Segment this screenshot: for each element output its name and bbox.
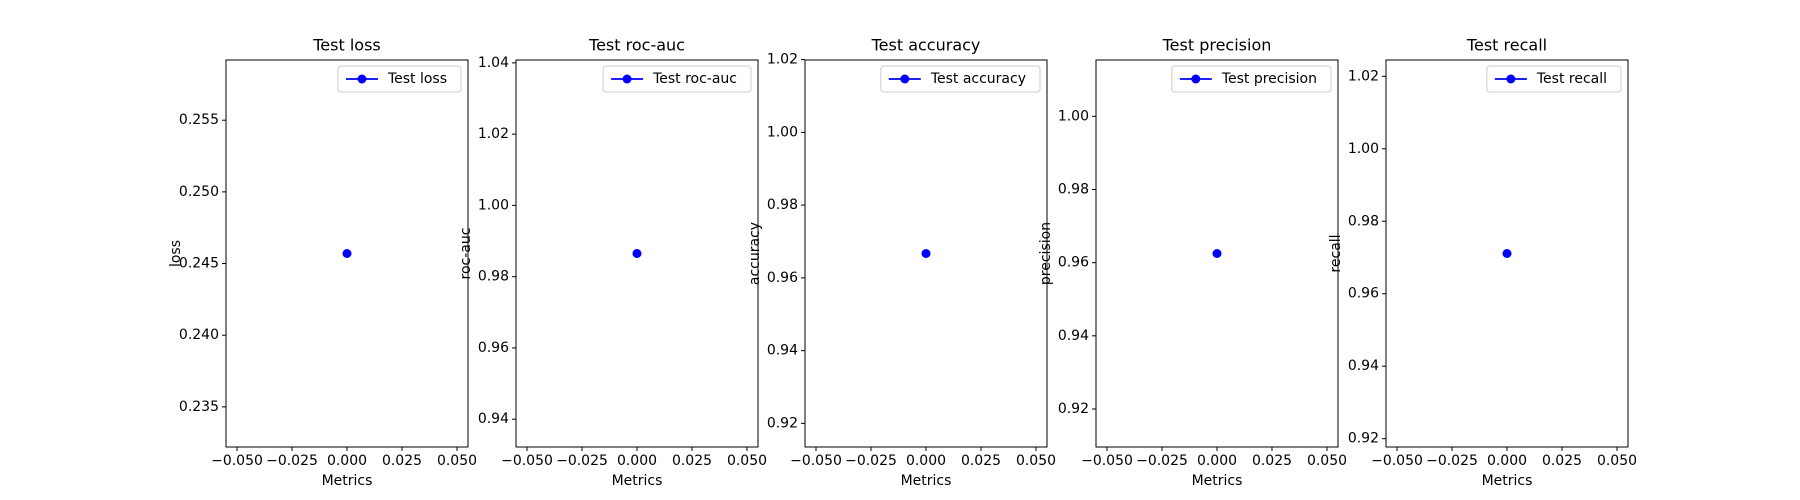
y-tick-label: 0.94	[1348, 358, 1379, 374]
x-tick-label: −0.050	[1371, 453, 1423, 469]
x-tick-label: −0.025	[845, 453, 897, 469]
x-tick-label: 0.000	[327, 453, 367, 469]
y-tick-label: 0.96	[1058, 255, 1089, 271]
legend: Test accuracy	[880, 65, 1041, 93]
legend: Test precision	[1171, 65, 1332, 93]
legend-box	[1486, 65, 1622, 93]
y-tick-label: 0.235	[179, 399, 219, 415]
x-axis-label: Metrics	[1192, 473, 1243, 489]
data-point	[921, 249, 931, 258]
x-tick-label: 0.000	[617, 453, 657, 469]
legend-box	[880, 65, 1041, 93]
plot-frame	[225, 59, 469, 448]
legend-label: Test accuracy	[930, 71, 1026, 87]
x-tick-label: 0.050	[727, 453, 767, 469]
y-tick-label: 1.00	[1348, 141, 1379, 157]
y-tick-label: 0.245	[179, 256, 219, 272]
x-tick-label: 0.025	[1252, 453, 1292, 469]
x-tick-label: −0.050	[790, 453, 842, 469]
y-tick-label: 1.04	[478, 55, 509, 71]
y-tick-label: 1.00	[478, 197, 509, 213]
y-tick-label: 1.02	[1348, 68, 1379, 84]
y-tick-label: 0.250	[179, 184, 219, 200]
y-tick-label: 0.96	[1348, 286, 1379, 302]
legend-label: Test precision	[1221, 71, 1317, 87]
x-tick-label: 0.000	[1487, 453, 1527, 469]
y-tick-label: 0.98	[1348, 213, 1379, 229]
x-tick-label: 0.050	[1307, 453, 1347, 469]
y-tick-label: 0.96	[478, 340, 509, 356]
data-point	[342, 249, 352, 258]
legend-label: Test roc-auc	[652, 71, 737, 87]
y-tick-label: 0.94	[1058, 328, 1089, 344]
y-axis-label: accuracy	[747, 222, 763, 285]
plot-frame	[804, 59, 1048, 448]
x-tick-label: −0.025	[1426, 453, 1478, 469]
x-tick-label: −0.050	[211, 453, 263, 469]
legend-label: Test recall	[1536, 71, 1607, 87]
x-axis-label: Metrics	[612, 473, 663, 489]
legend-label: Test loss	[387, 71, 447, 87]
data-point	[632, 249, 642, 258]
x-axis-label: Metrics	[322, 473, 373, 489]
data-point	[1502, 249, 1512, 258]
y-tick-label: 1.00	[1058, 108, 1089, 124]
x-axis-label: Metrics	[901, 473, 952, 489]
x-tick-label: −0.050	[501, 453, 553, 469]
legend: Test loss	[337, 65, 462, 93]
x-tick-label: −0.025	[556, 453, 608, 469]
y-axis-label: roc-auc	[458, 228, 474, 280]
x-tick-label: 0.025	[382, 453, 422, 469]
y-tick-label: 0.240	[179, 327, 219, 343]
plot-frame	[1095, 59, 1339, 448]
y-tick-label: 0.98	[478, 269, 509, 285]
legend-marker	[900, 74, 910, 84]
y-axis-label: loss	[168, 240, 184, 267]
legend-marker	[622, 74, 632, 84]
legend: Test recall	[1486, 65, 1622, 93]
x-tick-label: −0.050	[1081, 453, 1133, 469]
y-tick-label: 0.92	[767, 415, 798, 431]
y-tick-label: 1.00	[767, 124, 798, 140]
plot-frame	[1385, 59, 1629, 448]
legend-marker	[357, 74, 367, 84]
subplot-title: Test precision	[1162, 36, 1272, 55]
x-tick-label: 0.025	[961, 453, 1001, 469]
y-tick-label: 0.98	[767, 197, 798, 213]
legend-box	[602, 65, 752, 93]
subplot-title: Test loss	[312, 36, 381, 55]
y-tick-label: 1.02	[478, 126, 509, 142]
subplot-title: Test accuracy	[871, 36, 981, 55]
subplot-title: Test recall	[1466, 36, 1547, 55]
x-tick-label: −0.025	[266, 453, 318, 469]
x-tick-label: 0.050	[1597, 453, 1637, 469]
x-tick-label: 0.000	[1197, 453, 1237, 469]
x-axis-label: Metrics	[1482, 473, 1533, 489]
x-tick-label: 0.025	[672, 453, 712, 469]
x-tick-label: 0.000	[906, 453, 946, 469]
legend: Test roc-auc	[602, 65, 752, 93]
y-tick-label: 0.94	[478, 411, 509, 427]
y-tick-label: 0.98	[1058, 181, 1089, 197]
plot-frame	[515, 59, 759, 448]
y-tick-label: 1.02	[767, 52, 798, 68]
legend-box	[337, 65, 462, 93]
subplot-title: Test roc-auc	[588, 36, 685, 55]
x-tick-label: −0.025	[1136, 453, 1188, 469]
y-tick-label: 0.96	[767, 270, 798, 286]
x-tick-label: 0.050	[1016, 453, 1056, 469]
data-point	[1212, 249, 1222, 258]
legend-marker	[1506, 74, 1516, 84]
y-tick-label: 0.92	[1058, 401, 1089, 417]
y-axis-label: recall	[1328, 234, 1344, 272]
legend-marker	[1191, 74, 1201, 84]
x-tick-label: 0.050	[437, 453, 477, 469]
y-tick-label: 0.94	[767, 343, 798, 359]
y-axis-label: precision	[1038, 222, 1054, 285]
x-tick-label: 0.025	[1542, 453, 1582, 469]
y-tick-label: 0.255	[179, 112, 219, 128]
y-tick-label: 0.92	[1348, 431, 1379, 447]
legend-box	[1171, 65, 1332, 93]
